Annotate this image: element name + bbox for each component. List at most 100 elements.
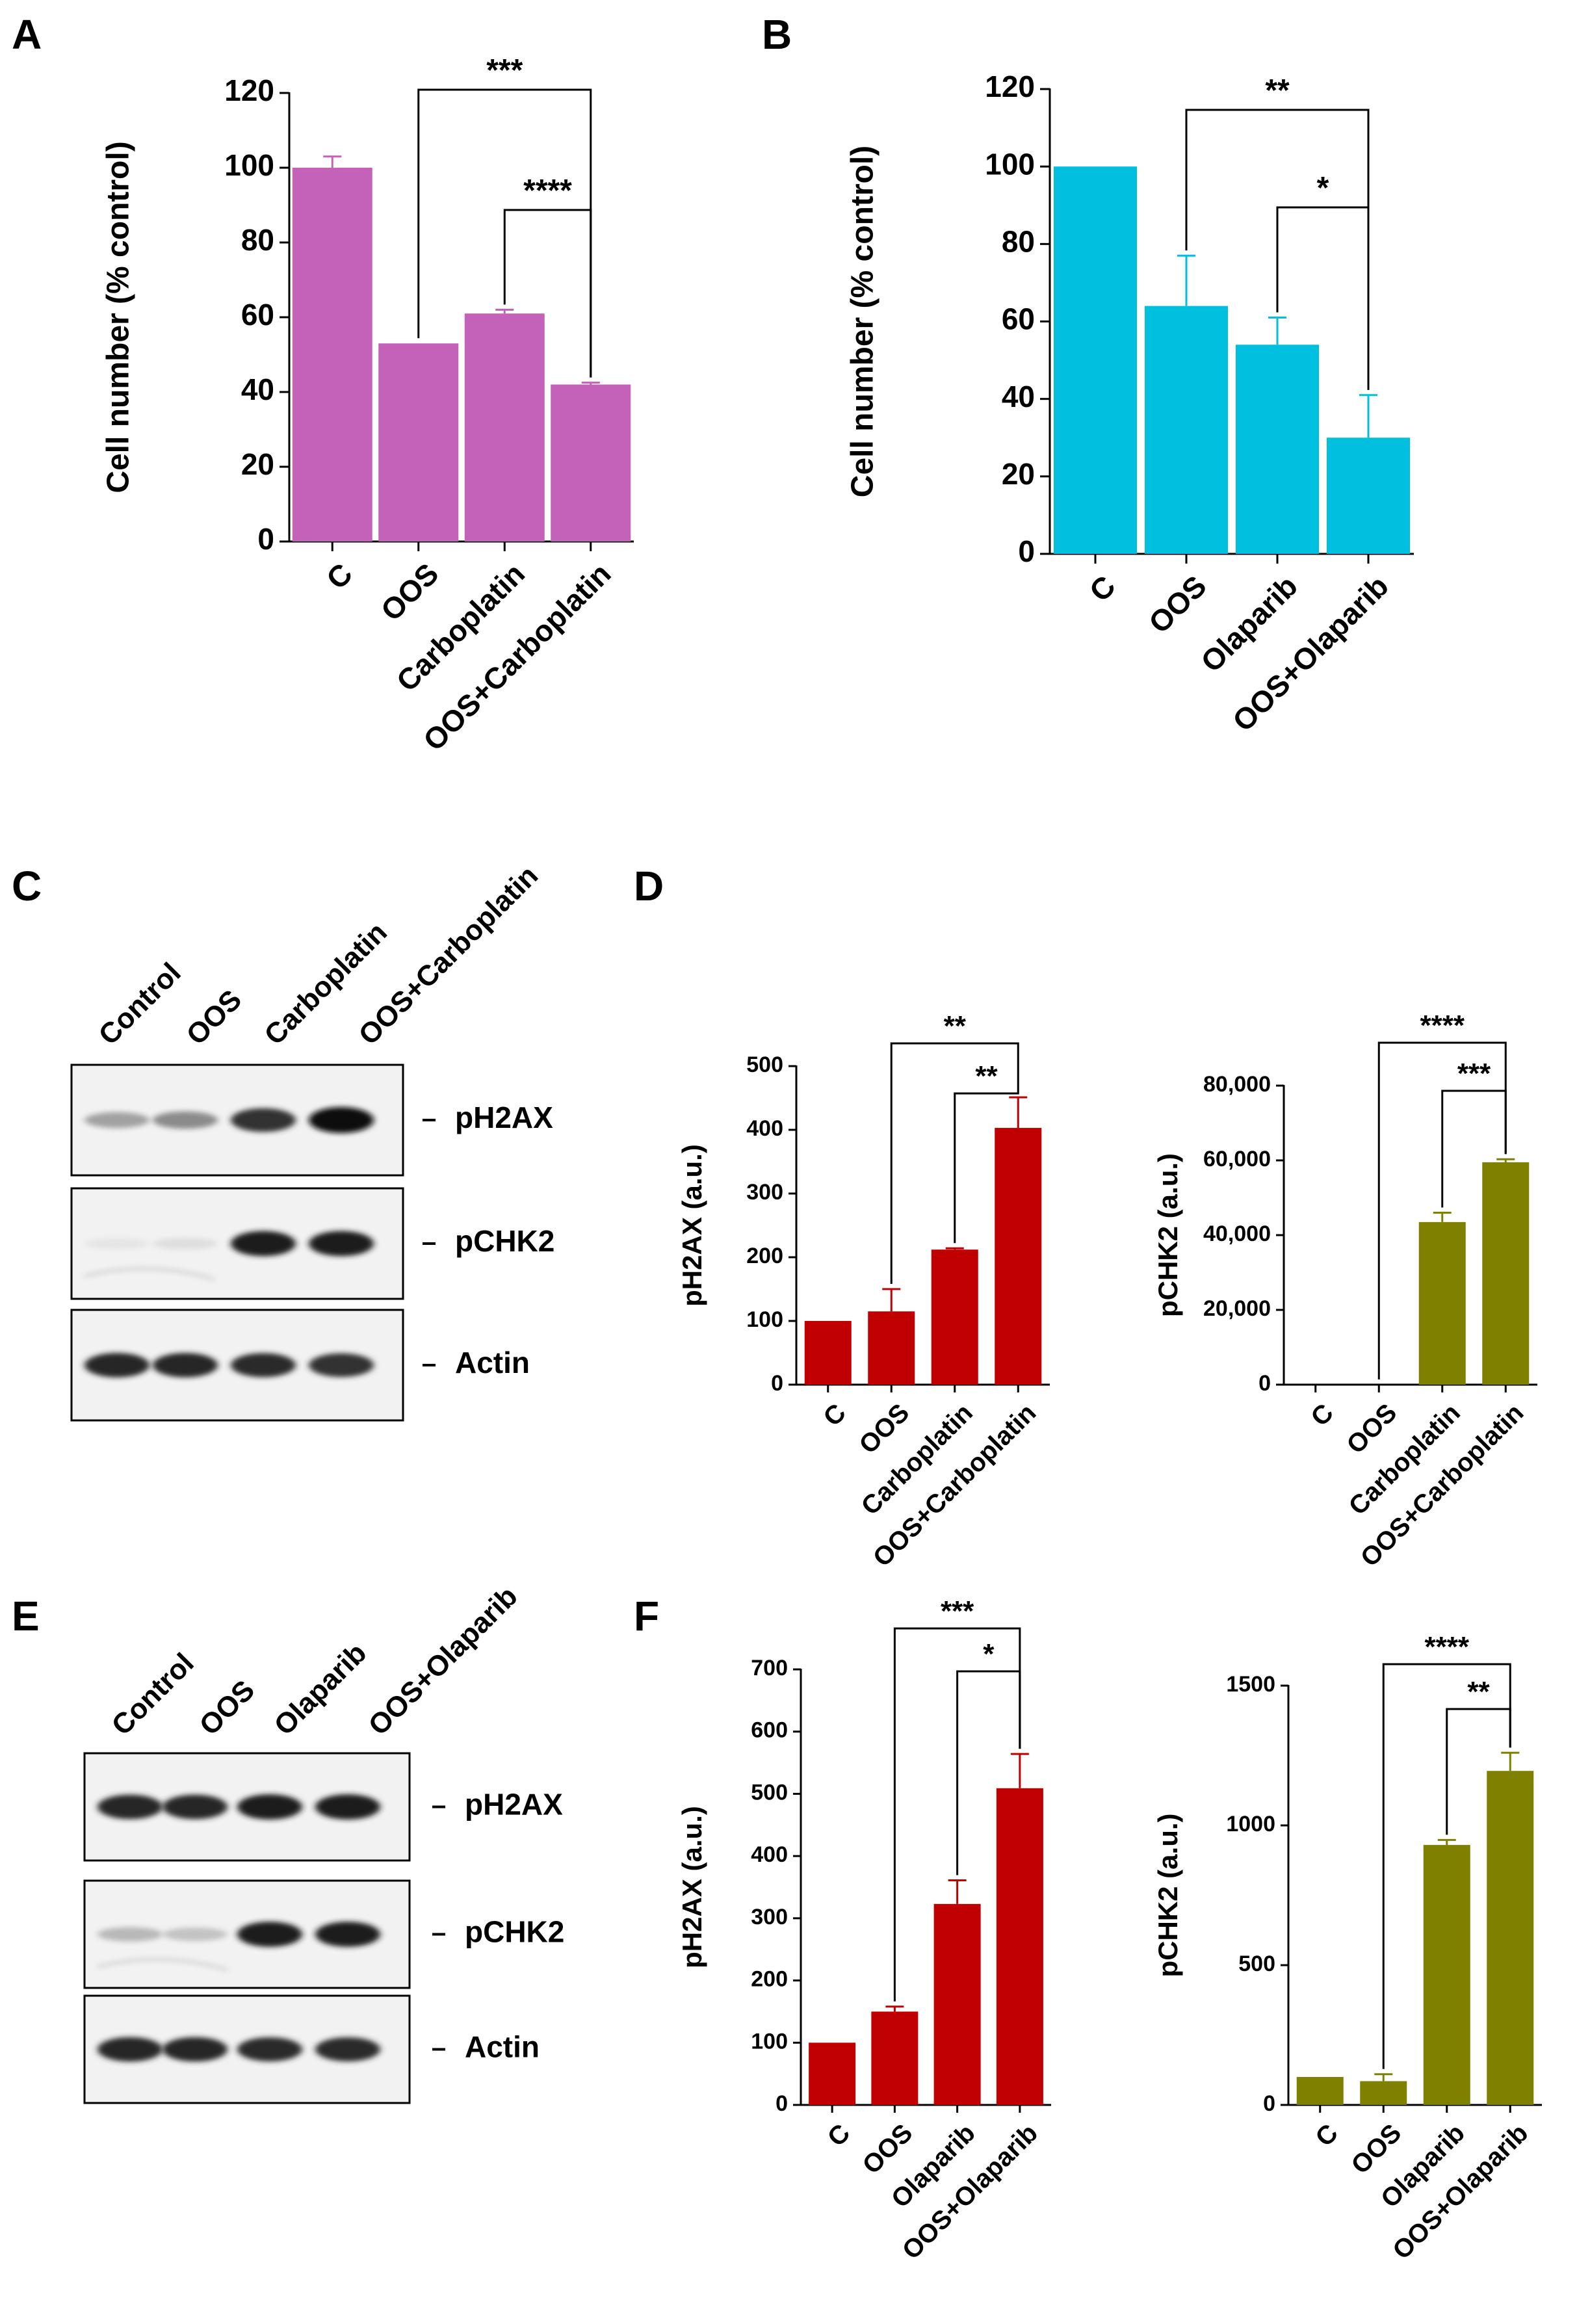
panel-letter-d: D: [634, 863, 664, 909]
bar: [1482, 1162, 1530, 1385]
bar: [378, 343, 459, 542]
y-tick-label: 120: [224, 73, 274, 107]
significance-label: ***: [486, 53, 523, 88]
blot-band: [309, 1231, 374, 1257]
x-tick-label: C: [320, 556, 359, 595]
bar: [551, 384, 631, 542]
blot-e-lane-label: OOS: [193, 1674, 261, 1742]
bar: [1054, 166, 1137, 555]
blot-band: [85, 1353, 150, 1377]
y-tick-label: 60,000: [1203, 1147, 1271, 1171]
blot-band: [98, 1927, 163, 1942]
blot-band: [237, 1922, 302, 1947]
significance-label: ***: [1457, 1058, 1491, 1090]
x-tick-label: OOS: [1142, 569, 1213, 640]
y-tick-label: 0: [257, 522, 274, 556]
y-tick-label: 40: [1002, 380, 1035, 413]
blot-c-lane-label: OOS+Carboplatin: [352, 859, 544, 1051]
significance-label: **: [1265, 73, 1290, 108]
bar: [292, 168, 372, 542]
blot-band: [153, 1238, 218, 1249]
blot-c-lane-label: Control: [92, 957, 187, 1051]
y-tick-label: 20,000: [1203, 1296, 1271, 1321]
y-axis-label: pH2AX (a.u.): [677, 1806, 707, 1968]
blot-row-label: Actin: [455, 1346, 530, 1379]
bar: [464, 313, 545, 542]
blot-band: [309, 1107, 374, 1133]
blot-band: [231, 1231, 296, 1257]
blot-row-label: pH2AX: [465, 1788, 563, 1821]
blot-c-lane-labels: Control OOS Carboplatin OOS+Carboplatin: [92, 859, 544, 1051]
y-tick-label: 0: [771, 1371, 783, 1396]
blot-band: [163, 2037, 228, 2062]
bar: [1145, 306, 1228, 554]
y-axis-label: pH2AX (a.u.): [677, 1144, 707, 1307]
bar: [931, 1249, 978, 1385]
y-tick-label: 400: [751, 1842, 788, 1867]
significance-label: **: [975, 1060, 998, 1092]
y-tick-label: 120: [985, 70, 1035, 103]
y-tick-label: 100: [224, 148, 274, 182]
x-tick-label: C: [1310, 2119, 1344, 2152]
y-tick-label: 1000: [1226, 1812, 1275, 1836]
y-tick-label: 500: [1238, 1952, 1275, 1976]
blot-e-lane-label: Olaparib: [268, 1637, 372, 1742]
y-tick-label: 20: [1002, 457, 1035, 491]
y-tick-label: 100: [751, 2029, 788, 2054]
y-tick-label: 40: [241, 372, 274, 406]
blot-row-label: pCHK2: [465, 1915, 564, 1949]
blot-band: [163, 1794, 228, 1820]
blot-e-rows: pH2AX pCHK2 Actin: [83, 1752, 564, 2104]
bar: [1296, 2077, 1344, 2105]
blot-band: [98, 1794, 163, 1820]
significance-label: *: [983, 1638, 995, 1670]
blot-band: [153, 1353, 218, 1377]
blot-e-lane-label: Control: [105, 1647, 200, 1742]
y-tick-label: 300: [746, 1180, 783, 1205]
blot-band: [163, 1927, 228, 1941]
bar: [871, 2011, 919, 2105]
significance-bracket: [1446, 1708, 1511, 1835]
y-tick-label: 400: [746, 1116, 783, 1141]
panel-letter-a: A: [12, 11, 42, 58]
y-tick-label: 1500: [1226, 1672, 1275, 1697]
bar: [996, 1788, 1043, 2105]
y-tick-label: 500: [746, 1052, 783, 1077]
y-tick-label: 200: [751, 1967, 788, 1992]
y-tick-label: 0: [1263, 2091, 1275, 2116]
significance-bracket: [954, 1092, 1019, 1244]
significance-label: ****: [523, 174, 572, 208]
blot-background-smear: [84, 1266, 215, 1281]
blot-e-lane-labels: Control OOS Olaparib OOS+Olaparib: [105, 1580, 523, 1742]
x-tick-label: C: [1083, 569, 1122, 608]
panel-letter-e: E: [12, 1593, 40, 1639]
y-axis-label: pCHK2 (a.u.): [1153, 1153, 1183, 1317]
y-tick-label: 0: [1258, 1371, 1271, 1396]
blot-row-label: pH2AX: [455, 1101, 553, 1134]
y-axis-label: Cell number (% control): [101, 141, 136, 493]
bar: [804, 1321, 852, 1385]
bar: [1327, 437, 1410, 554]
blot-band: [85, 1112, 150, 1129]
blot-row-label: pCHK2: [455, 1224, 554, 1258]
blot-band: [315, 1794, 380, 1820]
significance-bracket: [503, 209, 592, 378]
blot-band: [153, 1111, 218, 1129]
x-tick-label: C: [1305, 1398, 1339, 1432]
blot-band: [315, 2037, 380, 2062]
y-tick-label: 300: [751, 1905, 788, 1929]
bar: [868, 1311, 915, 1385]
chart-panel-a: Cell number (% control) 0 20 40 60 80 100 120 C O…: [101, 53, 634, 757]
y-tick-label: 200: [746, 1244, 783, 1268]
y-tick-label: 100: [985, 147, 1035, 181]
blot-band: [309, 1353, 374, 1377]
x-tick-label: OOS: [374, 556, 445, 627]
significance-label: *: [1317, 171, 1329, 205]
x-tick-label: C: [822, 2119, 856, 2152]
significance-label: ****: [1425, 1631, 1470, 1663]
bar: [1236, 345, 1319, 554]
y-tick-label: 60: [1002, 302, 1035, 336]
